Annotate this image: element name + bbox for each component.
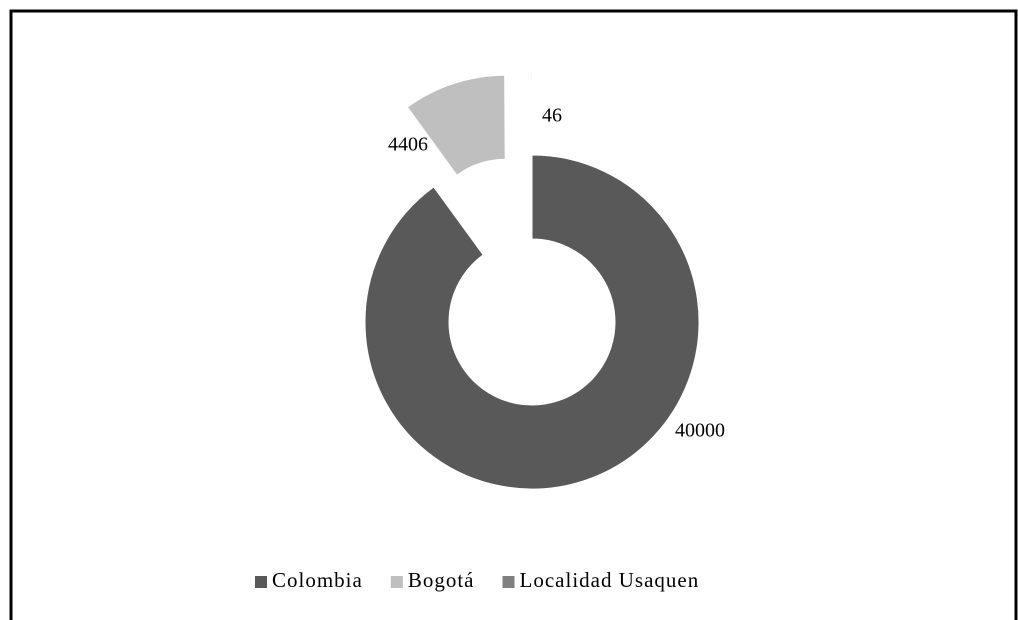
donut-slice [406,74,506,176]
donut-slice [364,154,700,490]
legend-label: Bogotá [408,568,475,592]
legend-label: Colombia [272,568,363,592]
data-label: 46 [542,105,562,127]
chart-frame [9,9,1018,620]
legend: Colombia Bogotá Localidad Usaquen [255,568,700,592]
legend-swatch [502,576,515,588]
legend-swatch [390,576,403,588]
data-label: 4406 [388,134,428,156]
legend-label: Localidad Usaquen [520,568,700,592]
donut-slice [530,70,533,156]
legend-swatch [255,576,267,588]
donut: 40000 4406 46 [364,70,725,490]
data-label: 40000 [675,420,725,442]
